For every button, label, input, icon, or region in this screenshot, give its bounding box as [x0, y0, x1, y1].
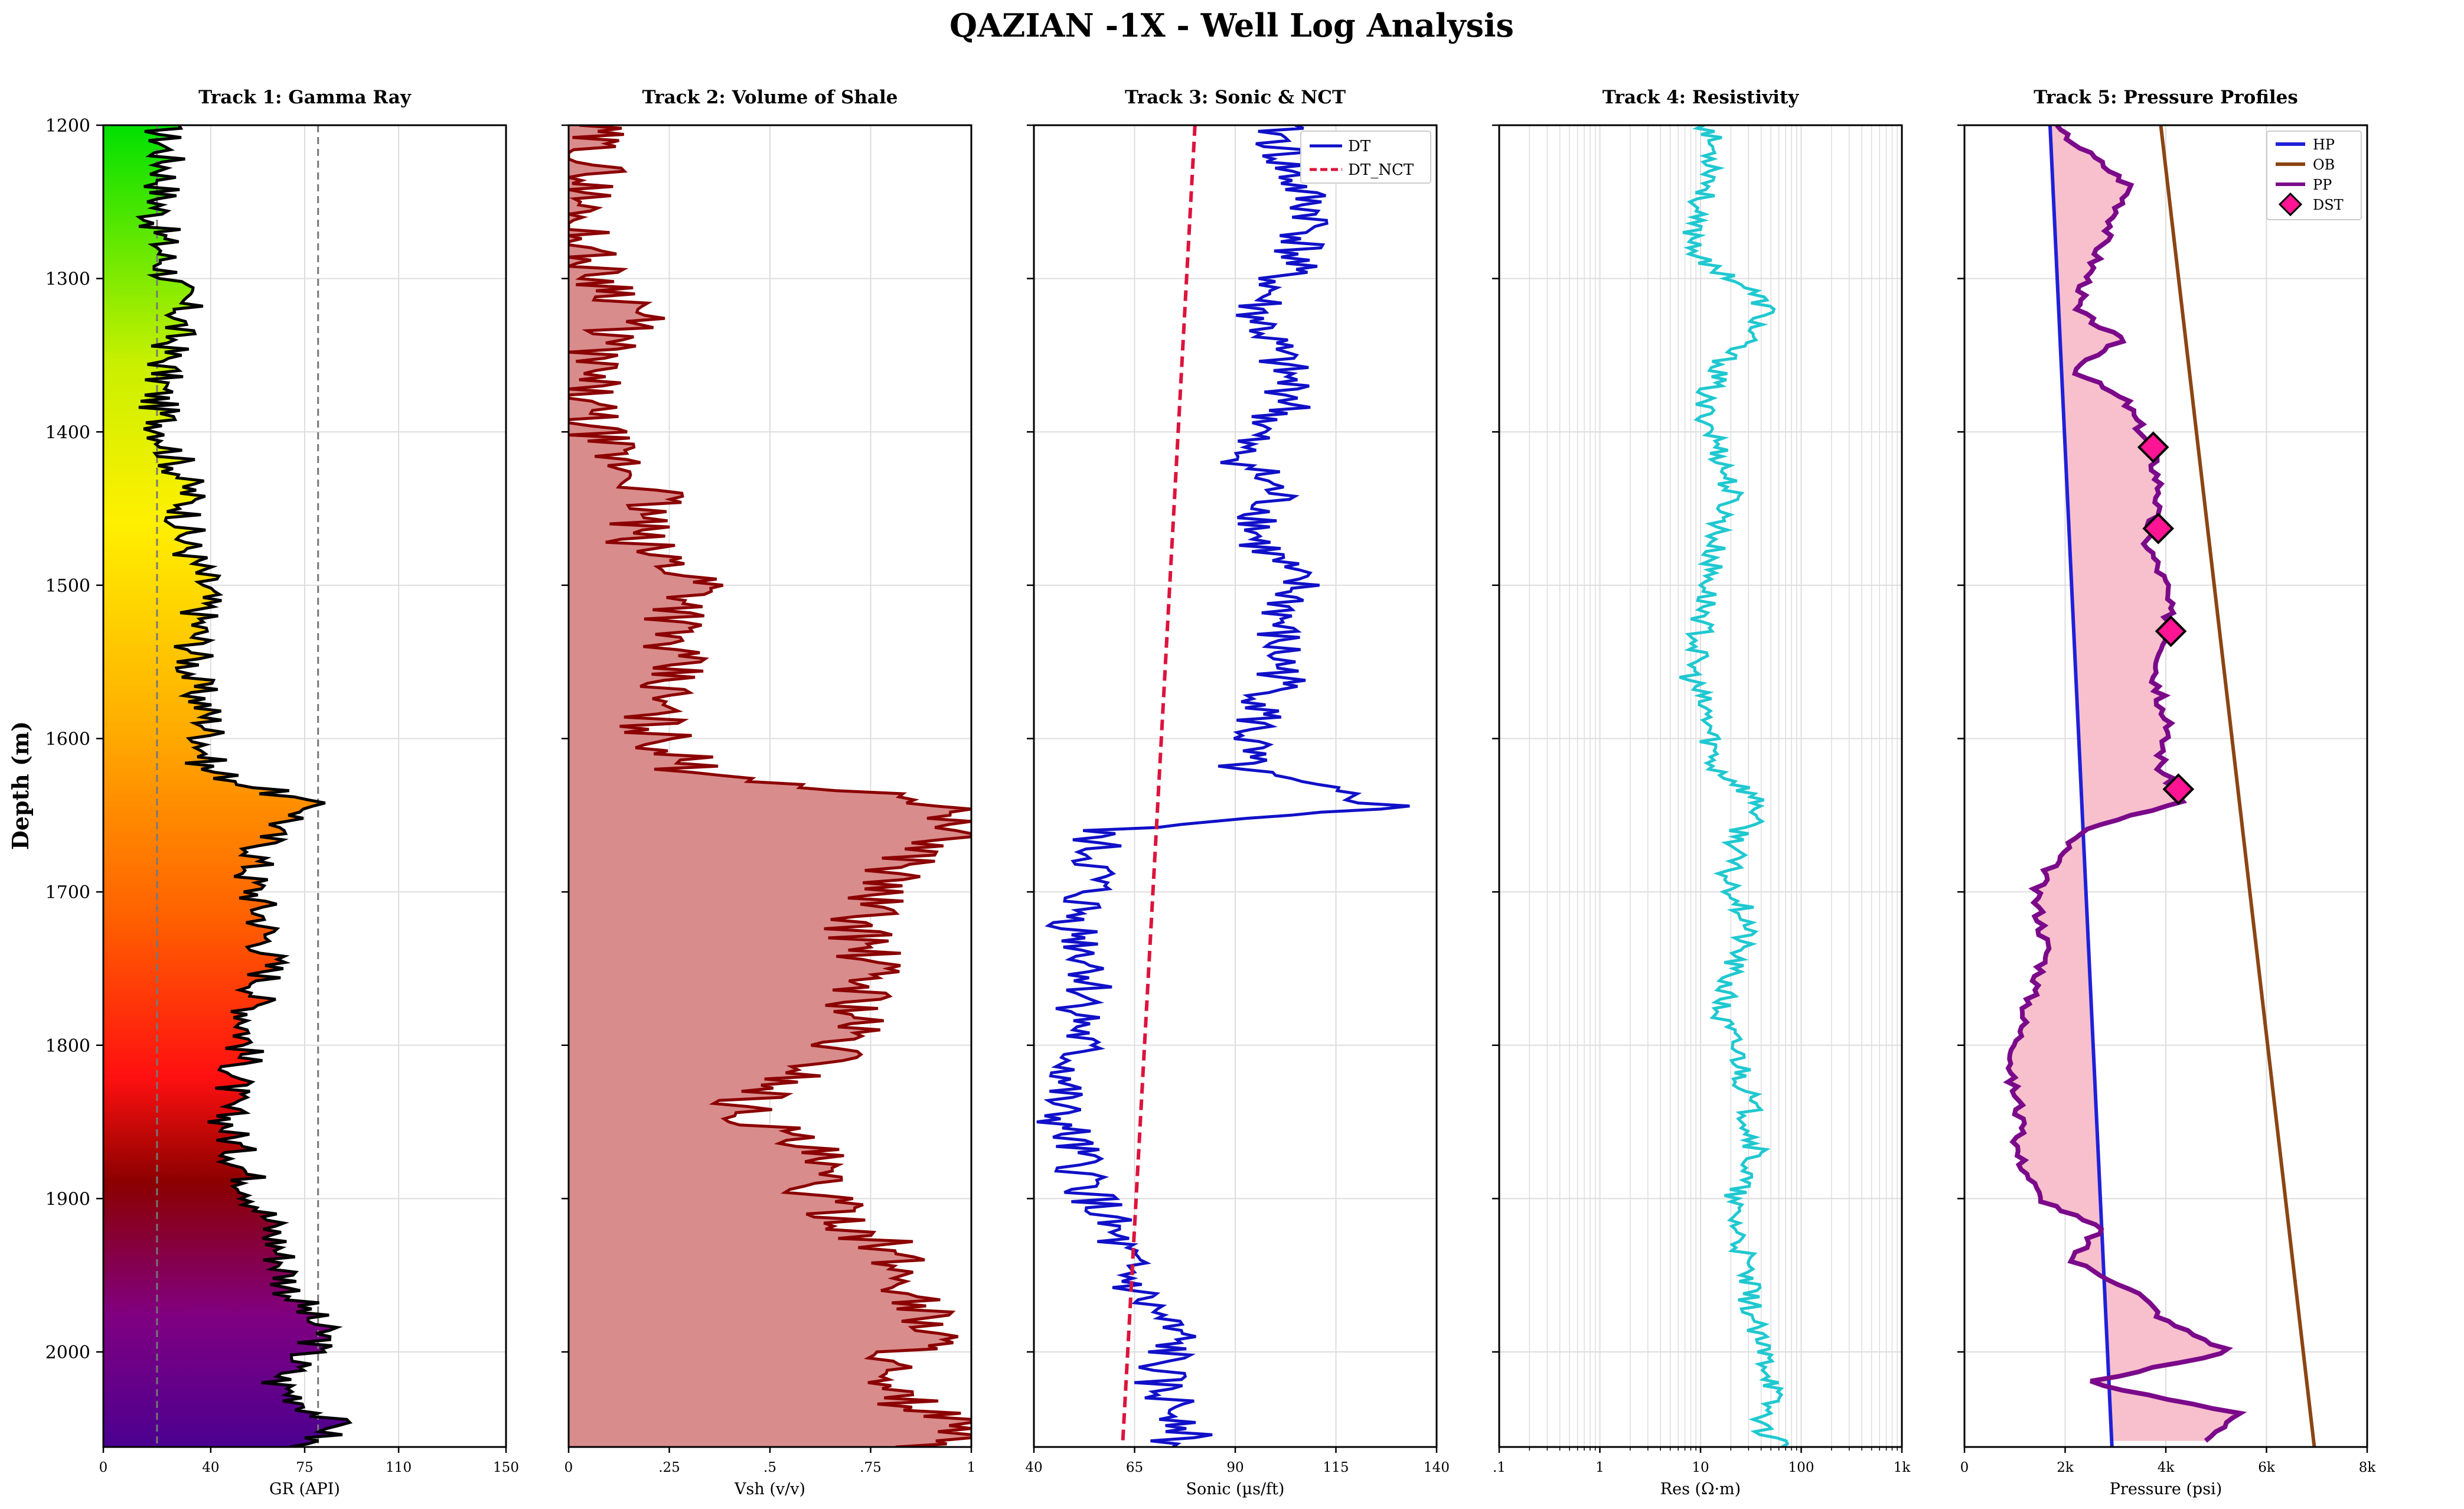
track-data-4	[1679, 125, 1790, 1447]
track-3: Track 3: Sonic & NCT DT DT_NCT 40 65 90 115 140…	[1025, 87, 1450, 1498]
track-data-3	[1036, 125, 1410, 1447]
x-tick-label: 40	[1025, 1460, 1042, 1475]
x-axis-label-1: GR (API)	[269, 1480, 340, 1498]
x-tick-label: 100	[1789, 1460, 1814, 1475]
x-tick-label: .1	[1493, 1460, 1506, 1475]
legend-label-hp: HP	[2313, 136, 2335, 153]
depth-tick-label: 1200	[45, 116, 90, 136]
track-5: Track 5: Pressure Profiles HP OB PP DST 0 2k 4k…	[1957, 87, 2376, 1498]
gr-curve	[135, 125, 353, 1447]
x-tick-label: 110	[386, 1460, 412, 1475]
track-title-4: Track 4: Resistivity	[1603, 87, 1800, 108]
depth-tick-label: 1400	[45, 422, 90, 443]
legend-label-pp: PP	[2313, 177, 2332, 193]
gr-fill	[103, 125, 350, 1447]
pp-curve	[2003, 125, 2247, 1443]
x-tick-label: .5	[763, 1460, 776, 1475]
x-tick-label: .75	[860, 1460, 882, 1475]
x-tick-label: .25	[658, 1460, 680, 1475]
dst-marker-4	[2162, 773, 2195, 806]
x-tick-label: 1k	[1894, 1460, 1911, 1475]
dt-curve	[1036, 125, 1410, 1447]
x-tick-label: 8k	[2359, 1460, 2377, 1475]
depth-tick-label: 1800	[45, 1036, 90, 1057]
x-tick-label: 40	[202, 1460, 219, 1475]
track-data-1	[103, 125, 353, 1447]
x-tick-label: 0	[99, 1460, 108, 1475]
res-curve	[1679, 125, 1790, 1447]
ob-line	[2159, 125, 2316, 1447]
x-tick-label: 0	[564, 1460, 573, 1475]
tracks-group: Track 1: Gamma Ray1200130014001500160017…	[45, 87, 2377, 1498]
depth-tick-label: 1700	[45, 882, 90, 903]
depth-tick-label: 1900	[45, 1189, 90, 1210]
track-1: Track 1: Gamma Ray1200130014001500160017…	[45, 87, 519, 1498]
track-data-5	[2003, 125, 2316, 1447]
dt-nct-line	[1121, 125, 1197, 1447]
depth-tick-label: 1600	[45, 729, 90, 750]
chart-title: QAZIAN -1X - Well Log Analysis	[949, 6, 1514, 44]
vsh-fill	[569, 125, 971, 1447]
dst-marker-2	[2142, 512, 2175, 545]
depth-tick-label: 1500	[45, 576, 90, 597]
depth-tick-label: 2000	[45, 1342, 90, 1363]
track-title-2: Track 2: Volume of Shale	[642, 87, 898, 108]
track5-legend: HP OB PP DST	[2266, 131, 2362, 220]
x-axis-label-2: Vsh (v/v)	[734, 1480, 805, 1498]
x-axis-label-4: Res (Ω·m)	[1660, 1480, 1741, 1498]
legend-label-ob: OB	[2313, 157, 2335, 173]
dst-marker-3	[2155, 615, 2187, 647]
dst-marker-1	[2137, 431, 2169, 464]
y-axis-label: Depth (m)	[7, 721, 34, 850]
x-tick-label: 115	[1323, 1460, 1349, 1475]
track-title-5: Track 5: Pressure Profiles	[2034, 87, 2298, 108]
legend-dt-label: DT	[1348, 138, 1371, 155]
vsh-curve	[569, 125, 971, 1447]
track-title-3: Track 3: Sonic & NCT	[1125, 87, 1346, 108]
x-tick-label: 10	[1692, 1460, 1709, 1475]
legend-nct-label: DT_NCT	[1348, 161, 1414, 179]
x-tick-label: 2k	[2057, 1460, 2074, 1475]
depth-tick-label: 1300	[45, 269, 90, 290]
track-4: Track 4: Resistivity .1 1 10 100 1k Res (Ω·m)	[1492, 87, 1911, 1498]
x-tick-label: 0	[1960, 1460, 1969, 1475]
x-axis-label-5: Pressure (psi)	[2110, 1480, 2222, 1498]
x-tick-label: 65	[1126, 1460, 1143, 1475]
legend-label-dst: DST	[2313, 197, 2344, 213]
track-2: Track 2: Volume of Shale 0 .25 .5 .75 1 Vsh (v…	[562, 87, 975, 1498]
x-tick-label: 75	[296, 1460, 313, 1475]
legend-swatch-dst	[2278, 192, 2303, 217]
x-tick-label: 140	[1424, 1460, 1450, 1475]
x-tick-label: 1	[1595, 1460, 1604, 1475]
x-tick-label: 4k	[2158, 1460, 2175, 1475]
x-tick-label: 150	[493, 1460, 519, 1475]
x-tick-label: 6k	[2258, 1460, 2276, 1475]
x-axis-label-3: Sonic (µs/ft)	[1186, 1480, 1285, 1498]
track3-legend: DT DT_NCT	[1300, 131, 1431, 184]
x-tick-label: 1	[967, 1460, 976, 1475]
x-tick-label: 90	[1226, 1460, 1244, 1475]
track-data-2	[569, 125, 971, 1447]
track-title-1: Track 1: Gamma Ray	[198, 87, 412, 108]
